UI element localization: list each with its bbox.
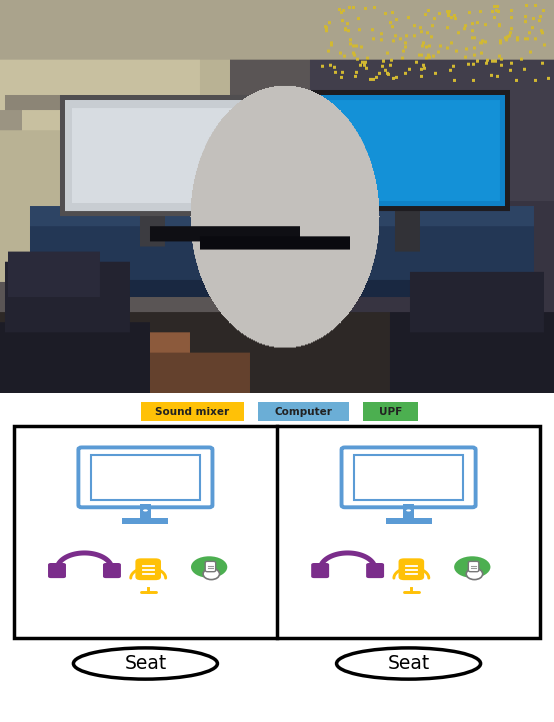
Ellipse shape (203, 568, 219, 580)
Ellipse shape (73, 648, 218, 679)
FancyBboxPatch shape (205, 562, 216, 572)
Bar (14, 426, 540, 638)
FancyBboxPatch shape (48, 563, 66, 578)
FancyBboxPatch shape (79, 448, 213, 508)
Ellipse shape (337, 648, 481, 679)
Text: Seat: Seat (387, 654, 430, 673)
FancyBboxPatch shape (141, 402, 244, 421)
FancyBboxPatch shape (311, 563, 329, 578)
Text: Seat: Seat (124, 654, 167, 673)
FancyBboxPatch shape (103, 563, 121, 578)
FancyBboxPatch shape (398, 558, 424, 580)
Bar (140, 505, 151, 518)
Text: UPF: UPF (379, 406, 402, 417)
Bar (122, 518, 168, 523)
Bar (91, 455, 200, 500)
FancyBboxPatch shape (366, 563, 384, 578)
FancyBboxPatch shape (468, 562, 479, 572)
Bar (403, 505, 414, 518)
Bar (354, 455, 463, 500)
Text: Sound mixer: Sound mixer (156, 406, 229, 417)
Bar (386, 518, 432, 523)
FancyBboxPatch shape (135, 558, 161, 580)
Circle shape (454, 556, 490, 578)
FancyBboxPatch shape (258, 402, 349, 421)
Circle shape (142, 508, 149, 513)
Circle shape (191, 556, 227, 578)
FancyBboxPatch shape (342, 448, 476, 508)
Circle shape (405, 508, 412, 513)
FancyBboxPatch shape (363, 402, 418, 421)
Text: Computer: Computer (274, 406, 332, 417)
Ellipse shape (466, 568, 483, 580)
